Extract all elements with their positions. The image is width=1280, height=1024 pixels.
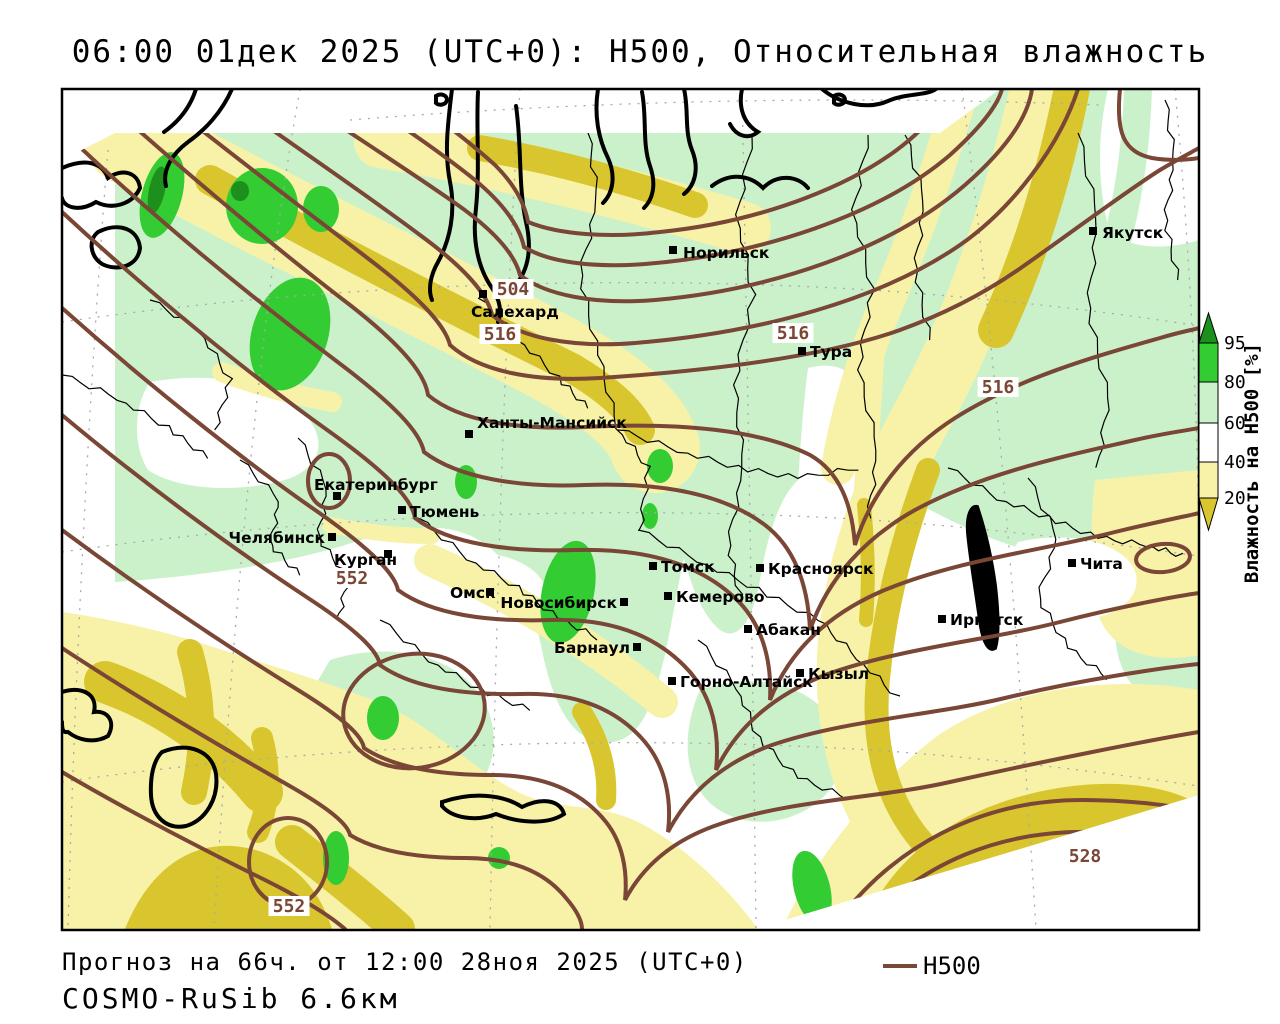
- city-label: Ханты-Мансийск: [477, 414, 627, 432]
- city-label: Томск: [661, 558, 715, 576]
- colorbar-title: Влажность на H500 [%]: [1241, 343, 1263, 583]
- city-marker: [479, 290, 487, 298]
- city-label: Екатеринбург: [314, 476, 438, 494]
- forecast-info: Прогноз на 66ч. от 12:00 28ноя 2025 (UTC…: [62, 948, 748, 976]
- contour-label-box: [772, 323, 814, 343]
- colorbar-tick: 95: [1224, 333, 1246, 354]
- contour-label-box: [331, 568, 373, 588]
- city-label: Красноярск: [768, 560, 874, 578]
- h500-legend-label: H500: [923, 952, 981, 980]
- city-marker: [669, 246, 677, 254]
- colorbar-tick: 80: [1224, 372, 1246, 393]
- map-title: 06:00 01дек 2025 (UTC+0): H500, Относите…: [71, 34, 1209, 70]
- city-label: Омск: [450, 584, 496, 602]
- city-label: Якутск: [1102, 224, 1164, 242]
- contour-label-box: [479, 324, 521, 344]
- city-marker: [938, 615, 946, 623]
- contour-label-box: [977, 377, 1019, 397]
- city-marker: [620, 598, 628, 606]
- city-label: Барнаул: [554, 639, 630, 657]
- admin-borders: [62, 99, 1184, 801]
- contour-label: 552: [336, 568, 369, 589]
- city-label: Челябинск: [229, 529, 326, 547]
- city-marker: [664, 592, 672, 600]
- city-marker: [1068, 559, 1076, 567]
- contour-label: 516: [982, 377, 1015, 398]
- map-frame: [60, 87, 1201, 932]
- city-label: Салехард: [471, 303, 559, 321]
- contour-label: 528: [1069, 846, 1102, 867]
- colorbar-segment: [1198, 461, 1219, 499]
- city-marker: [398, 506, 406, 514]
- city-label: Абакан: [756, 621, 821, 639]
- contour-labels: 504 516 516 516 552 552 528: [268, 279, 1106, 917]
- colorbar-tick: 20: [1224, 488, 1246, 509]
- city-marker: [465, 430, 473, 438]
- model-info: COSMO-RuSib 6.6км: [62, 982, 400, 1015]
- city-marker: [486, 588, 494, 596]
- city-marker: [328, 533, 336, 541]
- colorbar-segment: [1198, 381, 1219, 424]
- city-marker: [649, 562, 657, 570]
- city-label: Горно-Алтайск: [680, 673, 813, 691]
- city-label: Тюмень: [410, 503, 480, 521]
- h500-legend: H500: [883, 952, 981, 980]
- city-marker: [668, 677, 676, 685]
- contour-label: 516: [777, 323, 810, 344]
- contour-label: 516: [484, 324, 517, 345]
- colorbar-arrow-up-icon: [1198, 311, 1219, 344]
- contour-label: 552: [273, 896, 306, 917]
- city-marker: [384, 550, 392, 558]
- contour-label-box: [268, 896, 310, 916]
- city-label: Курган: [334, 551, 397, 569]
- colorbar-arrow-down-icon: [1198, 497, 1219, 532]
- city-label: Новосибирск: [500, 594, 617, 612]
- city-label: Норильск: [683, 244, 770, 262]
- cities: Норильск Якутск Салехард Тура Ханты-Мансийск…: [229, 224, 1164, 691]
- colorbar-segment: [1198, 342, 1219, 383]
- contour-label-box: [1064, 846, 1106, 866]
- city-marker: [333, 492, 341, 500]
- city-marker: [756, 564, 764, 572]
- colorbar-segment: [1198, 422, 1219, 463]
- colorbar-tick: 60: [1224, 413, 1246, 434]
- colorbar-tick: 40: [1224, 452, 1246, 473]
- city-label: Тура: [810, 343, 852, 361]
- city-marker: [796, 669, 804, 677]
- contour-label-box: [492, 279, 534, 299]
- city-label: Кызыл: [808, 665, 869, 683]
- city-label: Иркутск: [950, 611, 1024, 629]
- h500-legend-line-icon: [883, 964, 917, 968]
- city-marker: [1089, 227, 1097, 235]
- city-label: Кемерово: [676, 588, 765, 606]
- city-marker: [798, 347, 806, 355]
- city-label: Чита: [1080, 555, 1123, 573]
- city-marker: [744, 625, 752, 633]
- contour-label: 504: [497, 279, 530, 300]
- city-marker: [633, 643, 641, 651]
